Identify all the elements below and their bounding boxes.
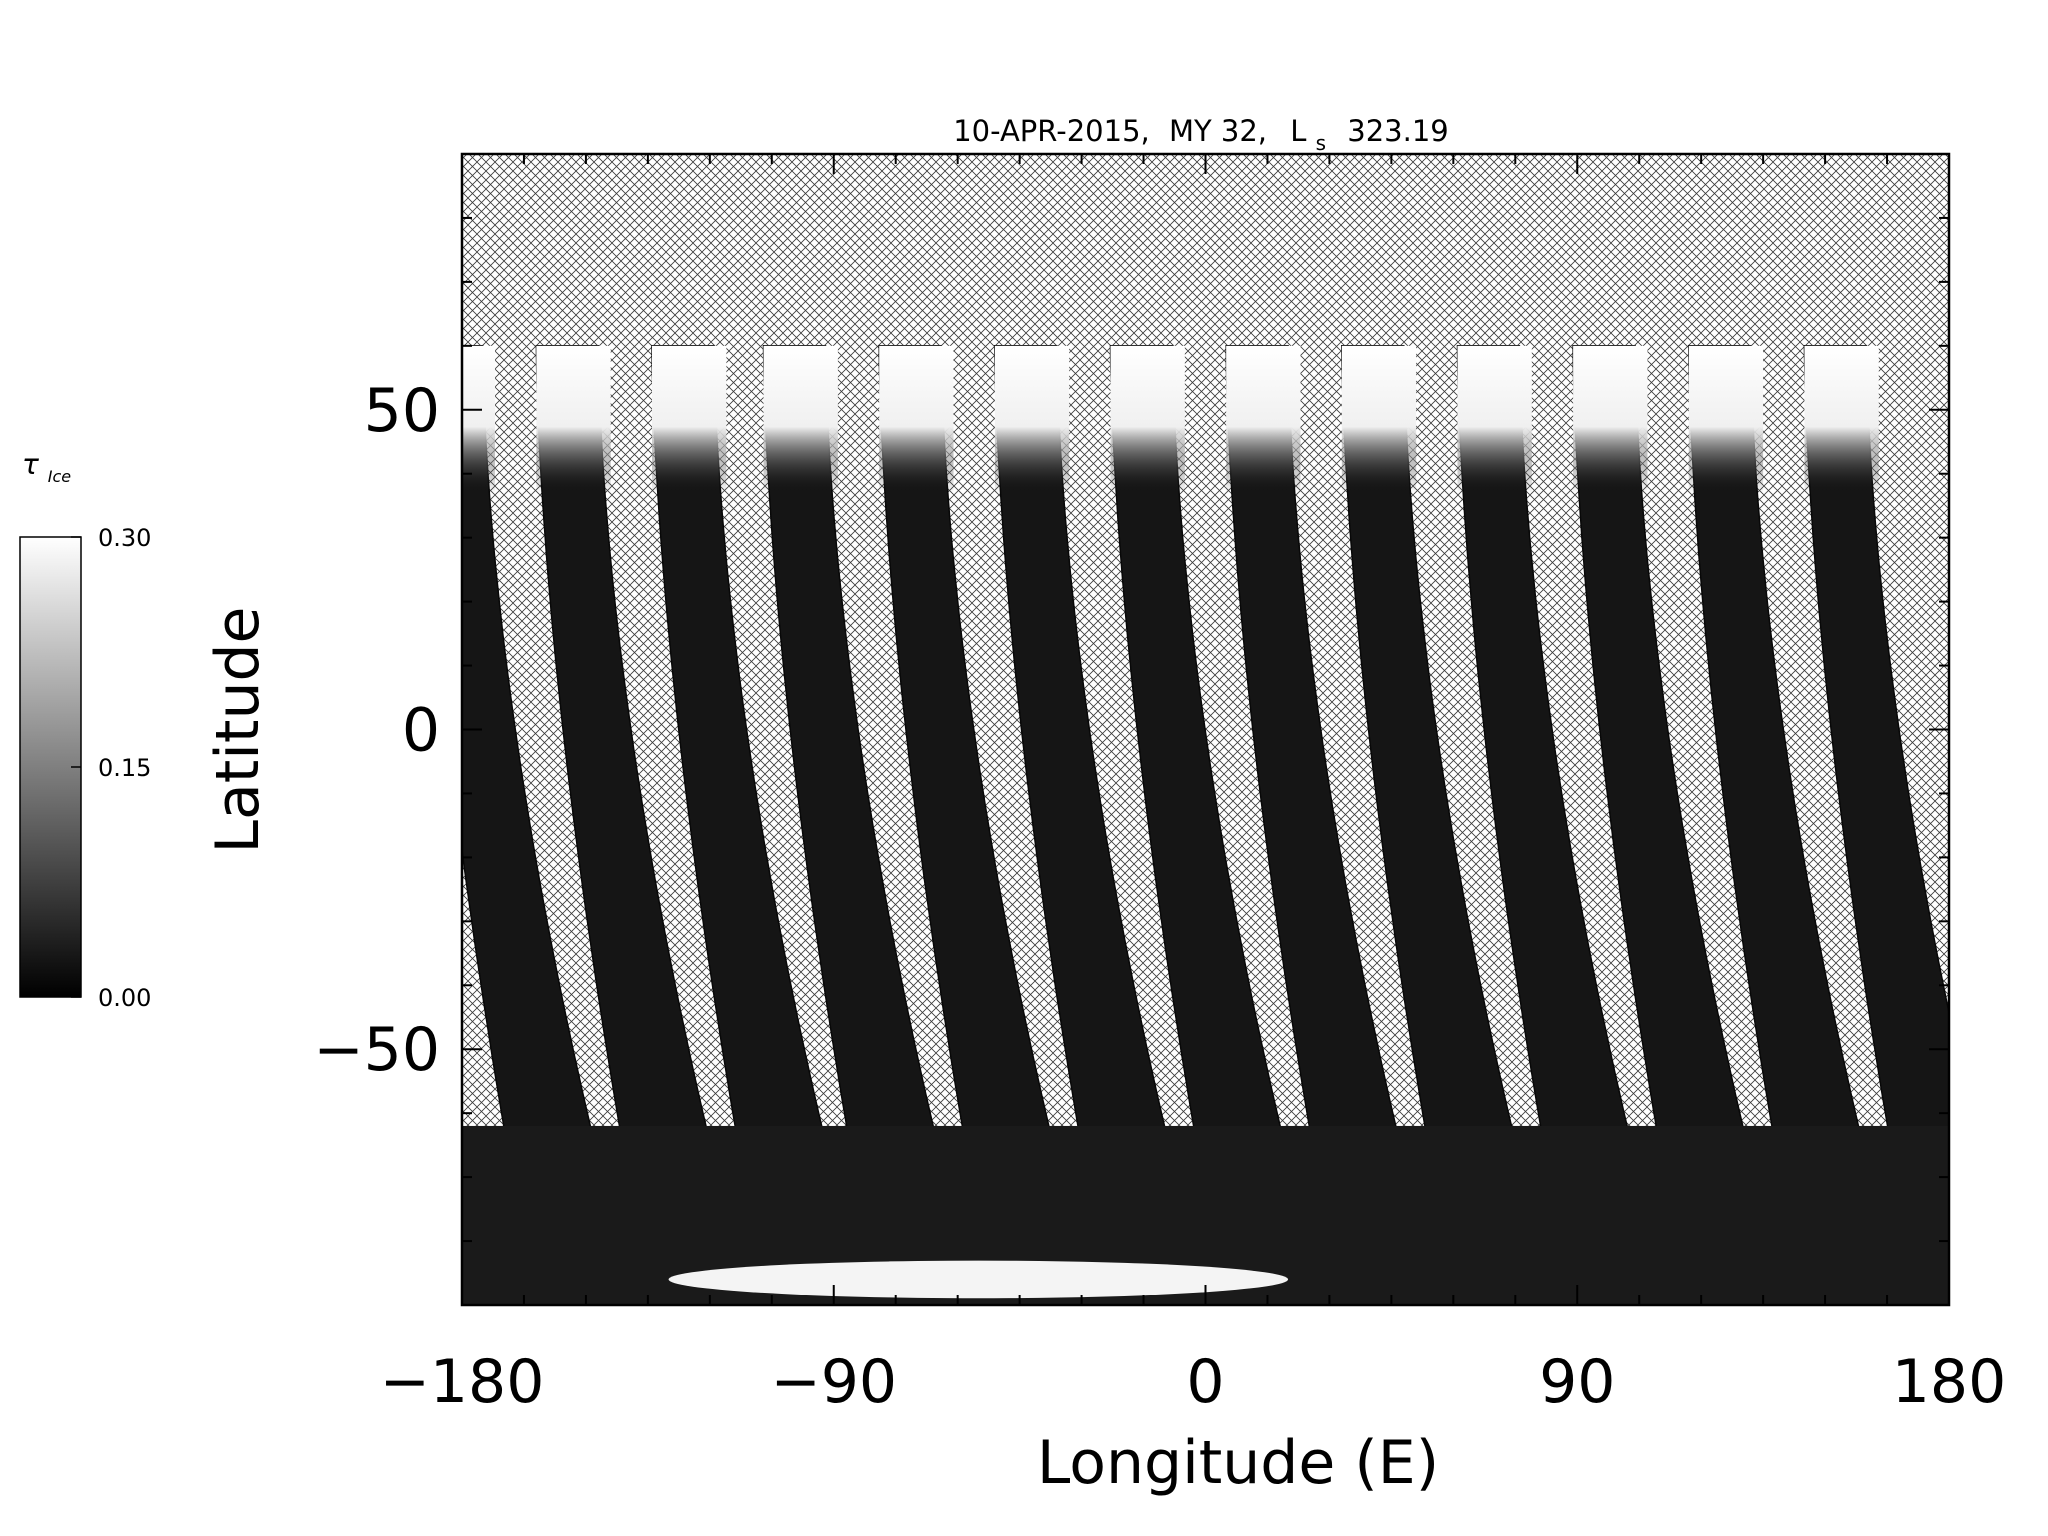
orbit-swath <box>762 345 980 1305</box>
north-ice-band <box>1341 345 1417 493</box>
north-ice-band <box>652 345 727 493</box>
x-axis: −180 −90 0 90 180 <box>380 154 2007 1417</box>
orbit-swath <box>878 345 1095 1305</box>
north-ice-band <box>1110 345 1185 493</box>
north-ice-band <box>763 345 838 493</box>
x-tick-label: −90 <box>770 1347 897 1417</box>
x-axis-label: Longitude (E) <box>1037 1428 1439 1498</box>
orbit-swath <box>462 345 637 1305</box>
colorbar: τ Ice 0.00 0.15 0.30 <box>19 448 151 1012</box>
north-ice-band <box>1804 345 1879 493</box>
orbit-swath <box>1109 345 1327 1305</box>
north-ice-band <box>462 345 496 493</box>
colorbar-gradient <box>19 536 82 998</box>
title-date: 10-APR-2015, <box>953 114 1150 148</box>
chart-title: 10-APR-2015, MY 32, L s 323.19 <box>953 114 1449 157</box>
north-ice-band <box>1688 345 1764 493</box>
south-polar-ice <box>668 1260 1289 1299</box>
y-tick-label: −50 <box>313 1015 440 1085</box>
colorbar-tick-label: 0.00 <box>98 984 151 1012</box>
ice-overlays <box>462 345 1879 1299</box>
orbit-swath <box>535 345 752 1305</box>
orbit-swath <box>1688 345 1905 1305</box>
colorbar-label: τ Ice <box>22 448 71 486</box>
north-ice-band <box>994 345 1070 493</box>
plot-area <box>462 154 1949 1305</box>
north-ice-band <box>1226 345 1301 493</box>
x-tick-label: 180 <box>1892 1347 2007 1417</box>
y-axis: −50 0 50 <box>313 153 1949 1306</box>
x-tick-label: 90 <box>1539 1347 1615 1417</box>
orbit-swath <box>1456 345 1674 1305</box>
colorbar-label-symbol: τ <box>22 448 39 481</box>
north-ice-band <box>1573 345 1648 493</box>
colorbar-label-subscript: Ice <box>48 467 72 486</box>
orbit-swath <box>1803 345 1949 1305</box>
x-tick-label: −180 <box>380 1347 545 1417</box>
orbit-swath <box>1572 345 1789 1305</box>
orbit-swath <box>994 345 1211 1305</box>
title-ls-subscript: s <box>1316 131 1326 155</box>
y-tick-label: 0 <box>402 696 440 766</box>
title-mars-year: MY 32, <box>1169 114 1267 148</box>
y-tick-label: 50 <box>364 376 440 446</box>
y-axis-label: Latitude <box>203 607 273 854</box>
north-ice-band <box>1457 345 1532 493</box>
title-ls-value: 323.19 <box>1347 114 1448 148</box>
orbit-swath <box>1225 345 1442 1305</box>
orbit-swath <box>651 345 868 1305</box>
orbit-swath <box>1341 345 1558 1305</box>
north-ice-band <box>536 345 611 493</box>
x-tick-label: 0 <box>1186 1347 1224 1417</box>
colorbar-tick-label: 0.15 <box>98 754 151 782</box>
north-ice-band <box>879 345 954 493</box>
colorbar-ticks: 0.00 0.15 0.30 <box>71 524 151 1012</box>
svg-text:10-APR-2015, MY 32,: 10-APR-2015, MY 32, L s 323.19 <box>953 114 1449 157</box>
colorbar-tick-label: 0.30 <box>98 524 151 552</box>
title-ls-symbol: L <box>1290 114 1306 148</box>
